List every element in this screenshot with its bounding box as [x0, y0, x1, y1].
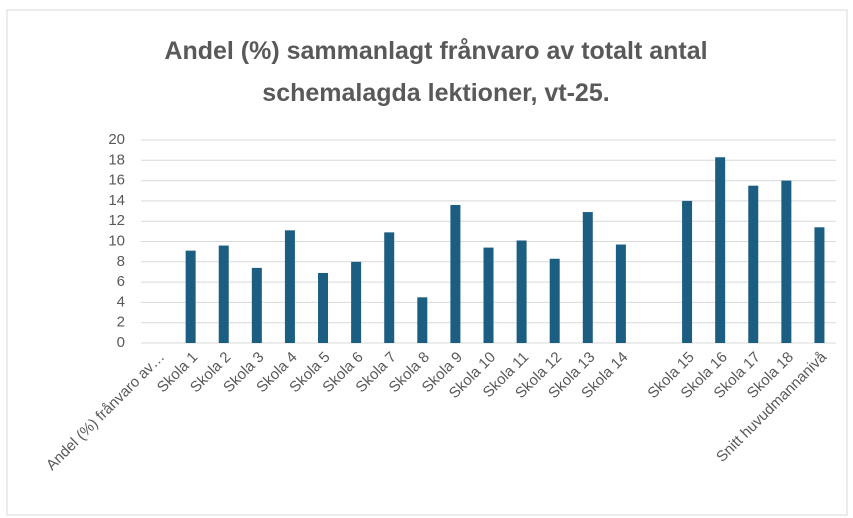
y-tick-label: 8	[117, 253, 125, 270]
bar	[781, 180, 792, 343]
bar	[549, 258, 560, 343]
bar	[814, 227, 825, 343]
bar	[516, 240, 527, 343]
y-tick-label: 20	[108, 131, 125, 148]
bar	[417, 297, 428, 343]
x-tick-label: Andel (%) frånvaro av…	[43, 349, 168, 474]
y-tick-label: 0	[117, 334, 125, 351]
y-tick-label: 4	[117, 293, 125, 310]
y-tick-label: 14	[108, 192, 125, 209]
bar	[615, 244, 626, 343]
bar	[318, 272, 329, 343]
bar	[218, 245, 229, 343]
y-tick-label: 12	[108, 212, 125, 229]
y-tick-label: 16	[108, 172, 125, 189]
bar	[351, 261, 362, 343]
bar	[251, 267, 262, 343]
bar	[715, 157, 726, 343]
bar	[682, 200, 693, 343]
bar	[483, 247, 494, 343]
bar	[284, 230, 295, 343]
y-tick-label: 18	[108, 151, 125, 168]
y-tick-label: 2	[117, 314, 125, 331]
y-tick-label: 10	[108, 232, 125, 249]
y-tick-label: 6	[117, 273, 125, 290]
bar	[384, 232, 395, 343]
bar	[748, 185, 759, 343]
bar	[450, 204, 461, 343]
bar	[185, 250, 196, 343]
chart-title: Andel (%) sammanlagt frånvaro av totalt …	[164, 37, 708, 107]
chart-frame	[6, 9, 848, 516]
bar	[582, 212, 593, 343]
